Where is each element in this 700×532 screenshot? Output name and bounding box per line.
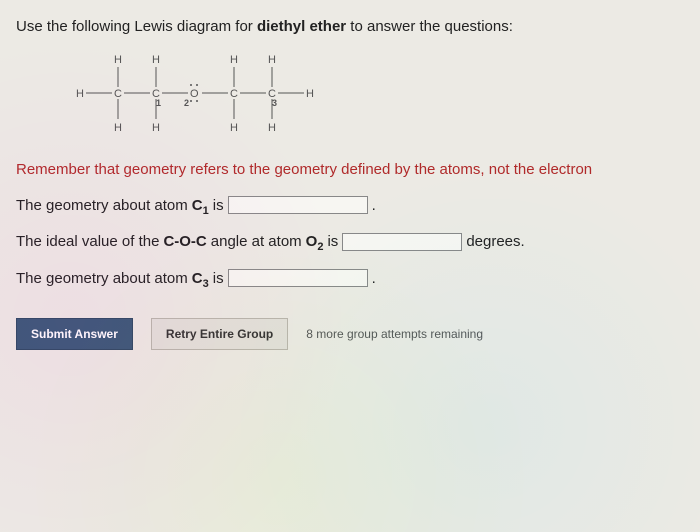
svg-text:C: C [114, 88, 122, 100]
svg-text:H: H [76, 88, 84, 100]
lewis-svg: H C C 1 O 2 C C 3 H H H H H [76, 43, 336, 143]
q1-text-c: is [213, 197, 224, 214]
q3-input[interactable] [228, 269, 368, 287]
q3-atom: C3 [192, 270, 209, 290]
svg-text:H: H [152, 122, 160, 134]
svg-text:H: H [268, 54, 276, 66]
svg-text:H: H [306, 88, 314, 100]
svg-text:C: C [230, 88, 238, 100]
q2-text-b: angle at atom [211, 233, 302, 250]
prompt-text: Use the following Lewis diagram for diet… [16, 18, 684, 35]
reminder-text: Remember that geometry refers to the geo… [16, 161, 684, 178]
q1-period: . [372, 197, 376, 214]
q2-unit: degrees. [466, 233, 524, 250]
svg-text:H: H [114, 54, 122, 66]
svg-text:O: O [190, 88, 199, 100]
q2-text-c: is [327, 233, 338, 250]
q2-atom: O2 [306, 233, 324, 253]
retry-button[interactable]: Retry Entire Group [151, 318, 288, 350]
svg-text:H: H [152, 54, 160, 66]
attempts-remaining: 8 more group attempts remaining [306, 327, 483, 341]
q1-text-a: The geometry about atom [16, 197, 188, 214]
svg-text:H: H [230, 54, 238, 66]
question-3: The geometry about atom C3 is . [16, 269, 684, 290]
q3-text-a: The geometry about atom [16, 270, 188, 287]
q2-input[interactable] [342, 233, 462, 251]
svg-text:2: 2 [184, 98, 189, 108]
button-row: Submit Answer Retry Entire Group 8 more … [16, 318, 684, 350]
q1-input[interactable] [228, 196, 368, 214]
question-2: The ideal value of the C-O-C angle at at… [16, 233, 684, 254]
q1-atom: C1 [192, 197, 209, 217]
svg-text:H: H [230, 122, 238, 134]
svg-text:H: H [114, 122, 122, 134]
q3-text-c: is [213, 270, 224, 287]
question-1: The geometry about atom C1 is . [16, 196, 684, 217]
q3-period: . [372, 270, 376, 287]
prompt-bold: diethyl ether [257, 18, 346, 35]
prompt-prefix: Use the following Lewis diagram for [16, 18, 257, 35]
svg-text:H: H [268, 122, 276, 134]
submit-button[interactable]: Submit Answer [16, 318, 133, 350]
q2-bold: C-O-C [163, 233, 206, 250]
svg-text:3: 3 [272, 98, 277, 108]
question-panel: Use the following Lewis diagram for diet… [0, 0, 700, 532]
prompt-suffix: to answer the questions: [346, 18, 513, 35]
svg-text:1: 1 [156, 98, 161, 108]
lewis-diagram: H C C 1 O 2 C C 3 H H H H H [76, 43, 684, 143]
q2-text-a: The ideal value of the [16, 233, 159, 250]
